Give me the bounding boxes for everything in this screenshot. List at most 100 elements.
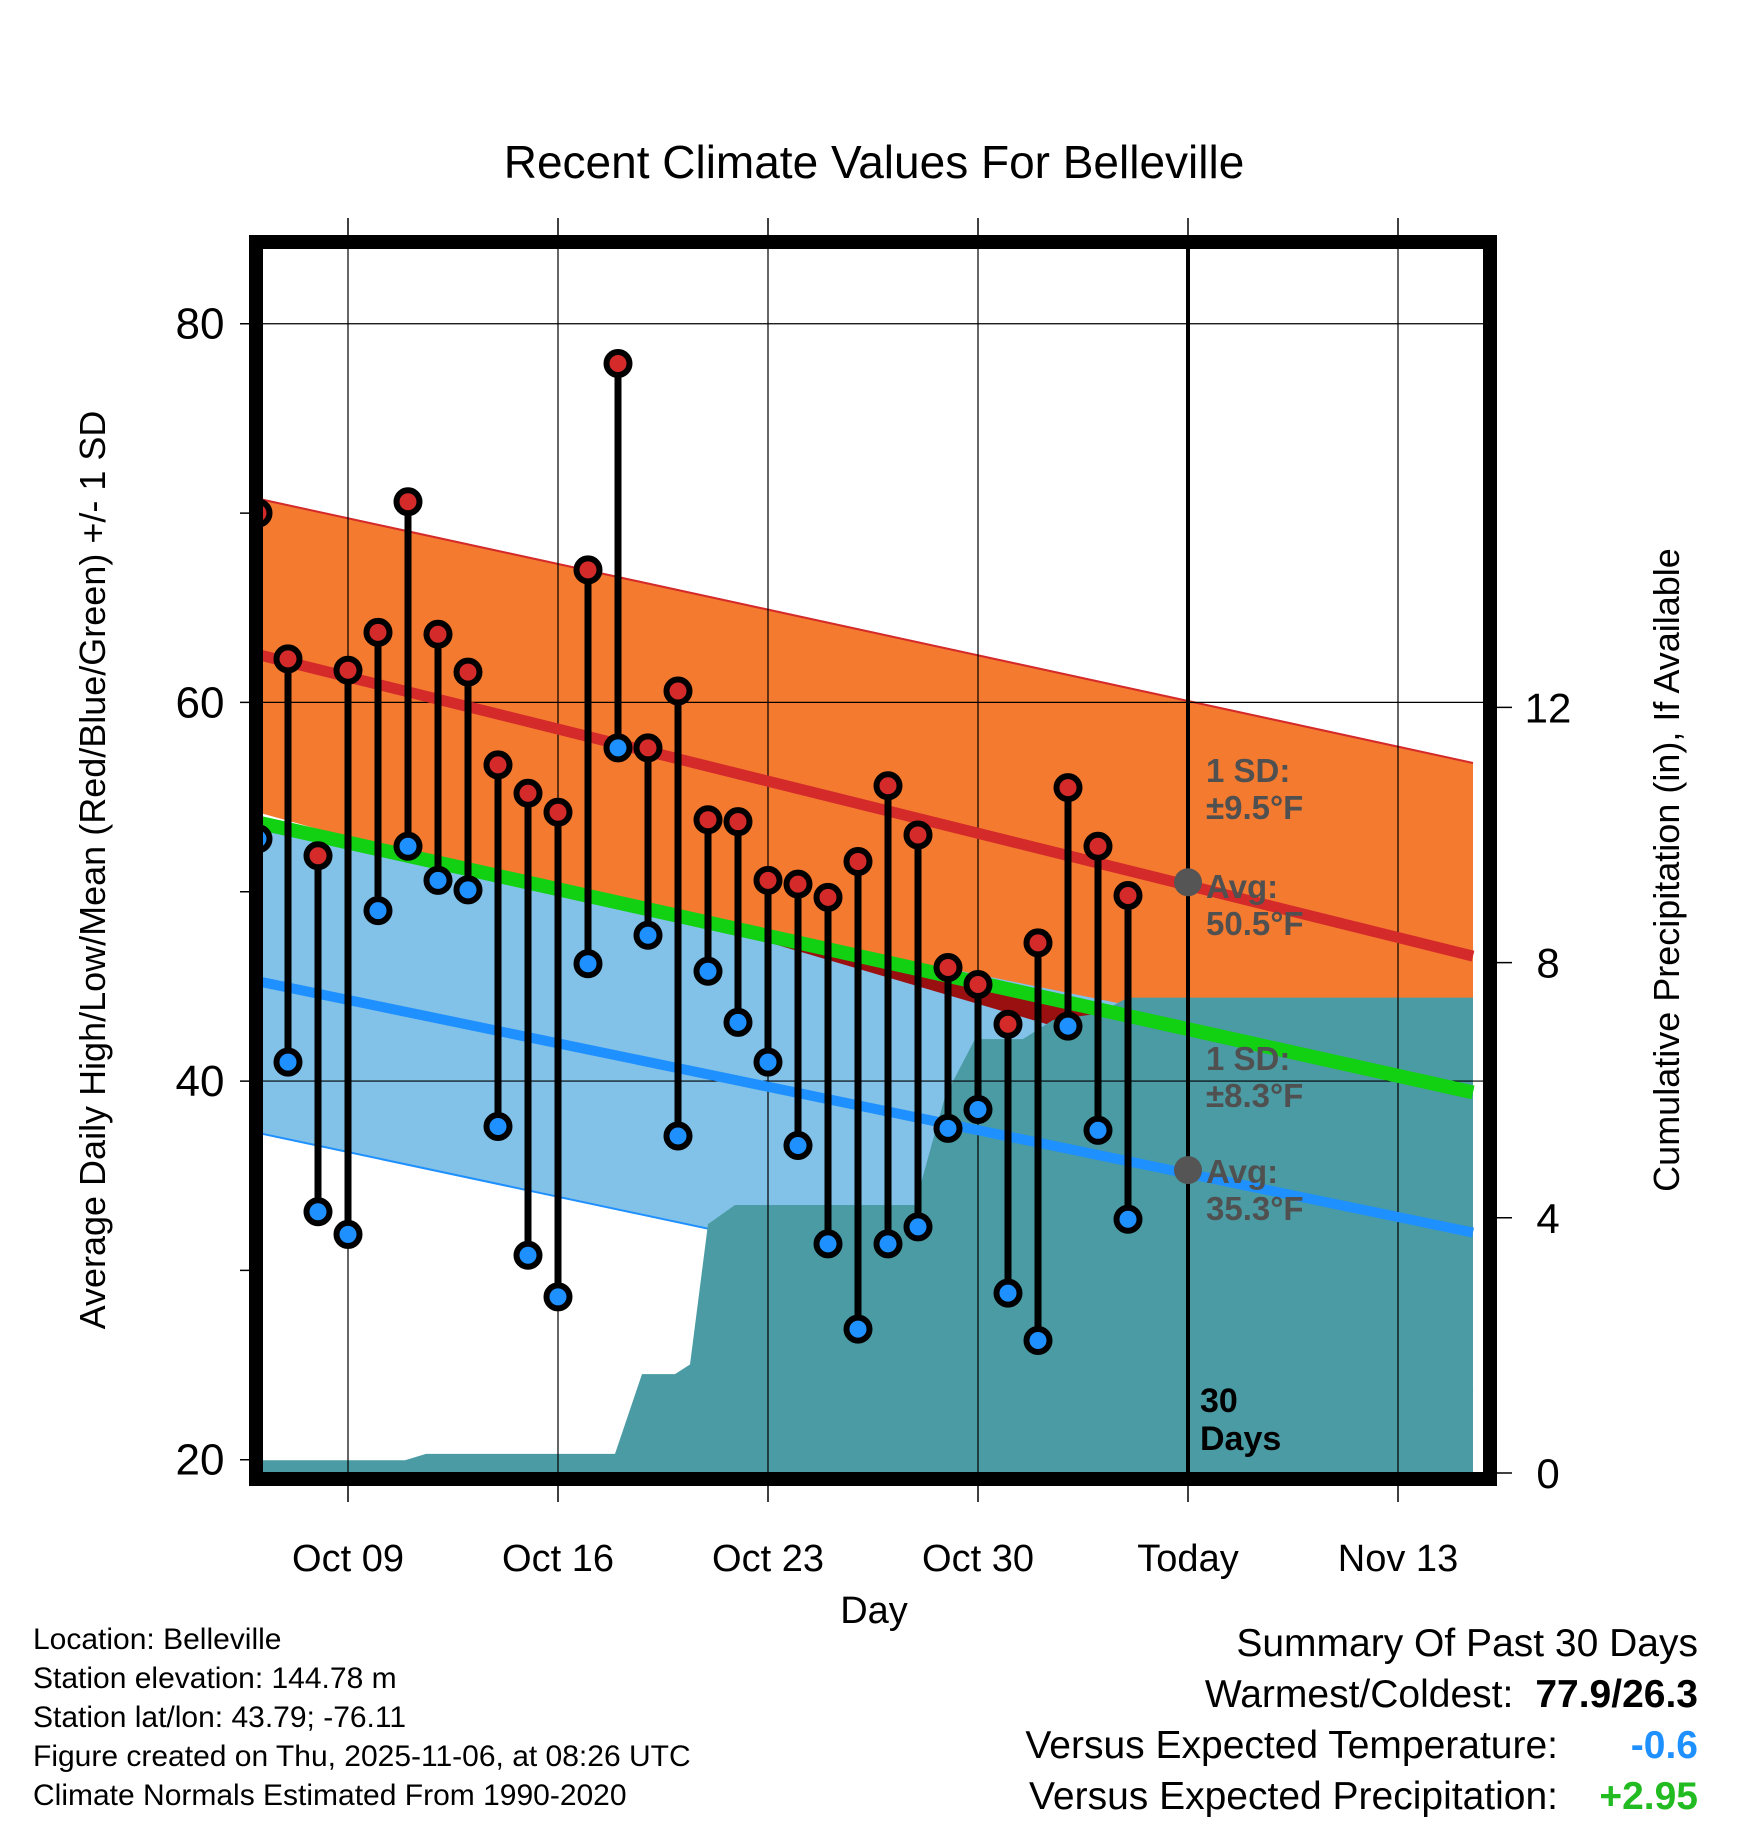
low-marker [843,1314,873,1344]
latlon-text: Station lat/lon: 43.79; -76.11 [33,1701,407,1734]
high-marker [423,619,453,649]
high-marker [933,952,963,982]
low-marker [262,824,273,853]
created-text: Figure created on Thu, 2025-11-06, at 08… [33,1740,691,1773]
high-marker [753,865,783,895]
high-sd-label: 1 SD: ±9.5°F [1206,752,1303,826]
high-marker [543,797,573,827]
high-marker [723,807,753,837]
high-marker [1113,881,1143,911]
chart-title: Recent Climate Values For Belleville [503,136,1245,188]
high-marker [663,676,693,706]
high-sd-band [262,499,1473,1150]
y2-tick-label: 4 [1536,1195,1559,1242]
x-tick-label: Oct 16 [502,1538,614,1580]
low-marker [903,1212,933,1242]
low-marker [633,920,663,950]
low-marker [723,1007,753,1037]
elevation-text: Station elevation: 144.78 m [33,1662,397,1695]
x-tick-label: Today [1137,1538,1238,1580]
summary-heading: Summary Of Past 30 Days [1236,1622,1698,1665]
high-marker [363,617,393,647]
high-marker [783,869,813,899]
normals-text: Climate Normals Estimated From 1990-2020 [33,1779,627,1812]
high-marker [963,970,993,1000]
low-marker [993,1278,1023,1308]
precip-area [262,997,1473,1473]
high-marker [483,750,513,780]
low-marker [663,1121,693,1151]
low-marker [273,1047,303,1077]
today-low-avg-dot [1174,1156,1202,1185]
high-marker [273,644,303,674]
low-marker [303,1197,333,1227]
high-marker [393,487,423,517]
high-marker [453,657,483,687]
low-avg-label: Avg: 35.3°F [1206,1153,1304,1227]
high-marker [843,846,873,876]
high-normal-line [262,649,1475,962]
low-marker [573,949,603,979]
precip-departure-label: Versus Expected Precipitation: [1029,1775,1558,1818]
low-marker [813,1229,843,1259]
precip-departure-value: +2.95 [1599,1775,1698,1818]
x-tick-label: Oct 23 [712,1538,824,1580]
summary-warm-cold-row: Warmest/Coldest: 77.9/26.3 [1025,1669,1698,1720]
high-marker [633,733,663,763]
plot-frame [249,235,1497,1486]
y-tick-label: 40 [176,1057,225,1106]
y2-tick-label: 12 [1525,684,1572,731]
high-marker [303,841,333,871]
low-marker [513,1240,543,1270]
high-band-upper-edge [262,498,1474,764]
low-marker [423,865,453,895]
high-marker [333,655,363,685]
low-marker [753,1047,783,1077]
warm-cold-value: 77.9/26.3 [1535,1673,1698,1716]
high-marker [1053,773,1083,803]
plot-area: 1 SD: ±9.5°F Avg: 50.5°F 1 SD: ±8.3°F Avg: 35.3… [262,248,1484,1473]
low-marker [1053,1011,1083,1041]
location-text: Location: Belleville [33,1623,282,1656]
high-marker [993,1009,1023,1039]
low-marker [1023,1325,1053,1355]
x-tick-label: Oct 30 [922,1538,1034,1580]
low-marker [1083,1115,1113,1145]
summary-temp-row: Versus Expected Temperature: -0.6 [1025,1720,1698,1771]
y-tick-label: 20 [176,1436,225,1485]
today-days-label: 30 Days [1200,1382,1281,1458]
high-marker [873,771,903,801]
high-marker [513,778,543,808]
low-marker [483,1112,513,1142]
low-marker [453,875,483,905]
low-marker [393,831,423,861]
today-high-avg-dot [1174,868,1202,897]
x-tick-label: Oct 09 [292,1538,404,1580]
y2-axis-label: Cumulative Precipitation (in), If Availa… [1646,548,1687,1192]
low-marker [603,733,633,763]
x-tick-label: Nov 13 [1338,1538,1458,1580]
low-marker [1113,1204,1143,1234]
low-marker [693,956,723,986]
summary-panel: Summary Of Past 30 Days Warmest/Coldest:… [1025,1618,1698,1822]
temp-departure-label: Versus Expected Temperature: [1025,1724,1558,1767]
low-marker [363,896,393,926]
y-tick-label: 60 [176,678,225,727]
summary-precip-row: Versus Expected Precipitation: +2.95 [1025,1771,1698,1822]
low-sd-label: 1 SD: ±8.3°F [1206,1040,1303,1114]
low-marker [333,1219,363,1249]
y2-tick-label: 0 [1536,1450,1559,1497]
y2-tick-label: 8 [1536,940,1559,987]
high-marker [1023,928,1053,958]
high-marker [903,820,933,850]
low-marker [963,1094,993,1124]
low-marker [933,1113,963,1143]
high-marker [603,348,633,378]
low-marker [783,1130,813,1160]
low-marker [873,1229,903,1259]
low-marker [543,1282,573,1312]
high-marker [1083,831,1113,861]
high-marker [813,882,843,912]
high-avg-label: Avg: 50.5°F [1206,868,1304,942]
